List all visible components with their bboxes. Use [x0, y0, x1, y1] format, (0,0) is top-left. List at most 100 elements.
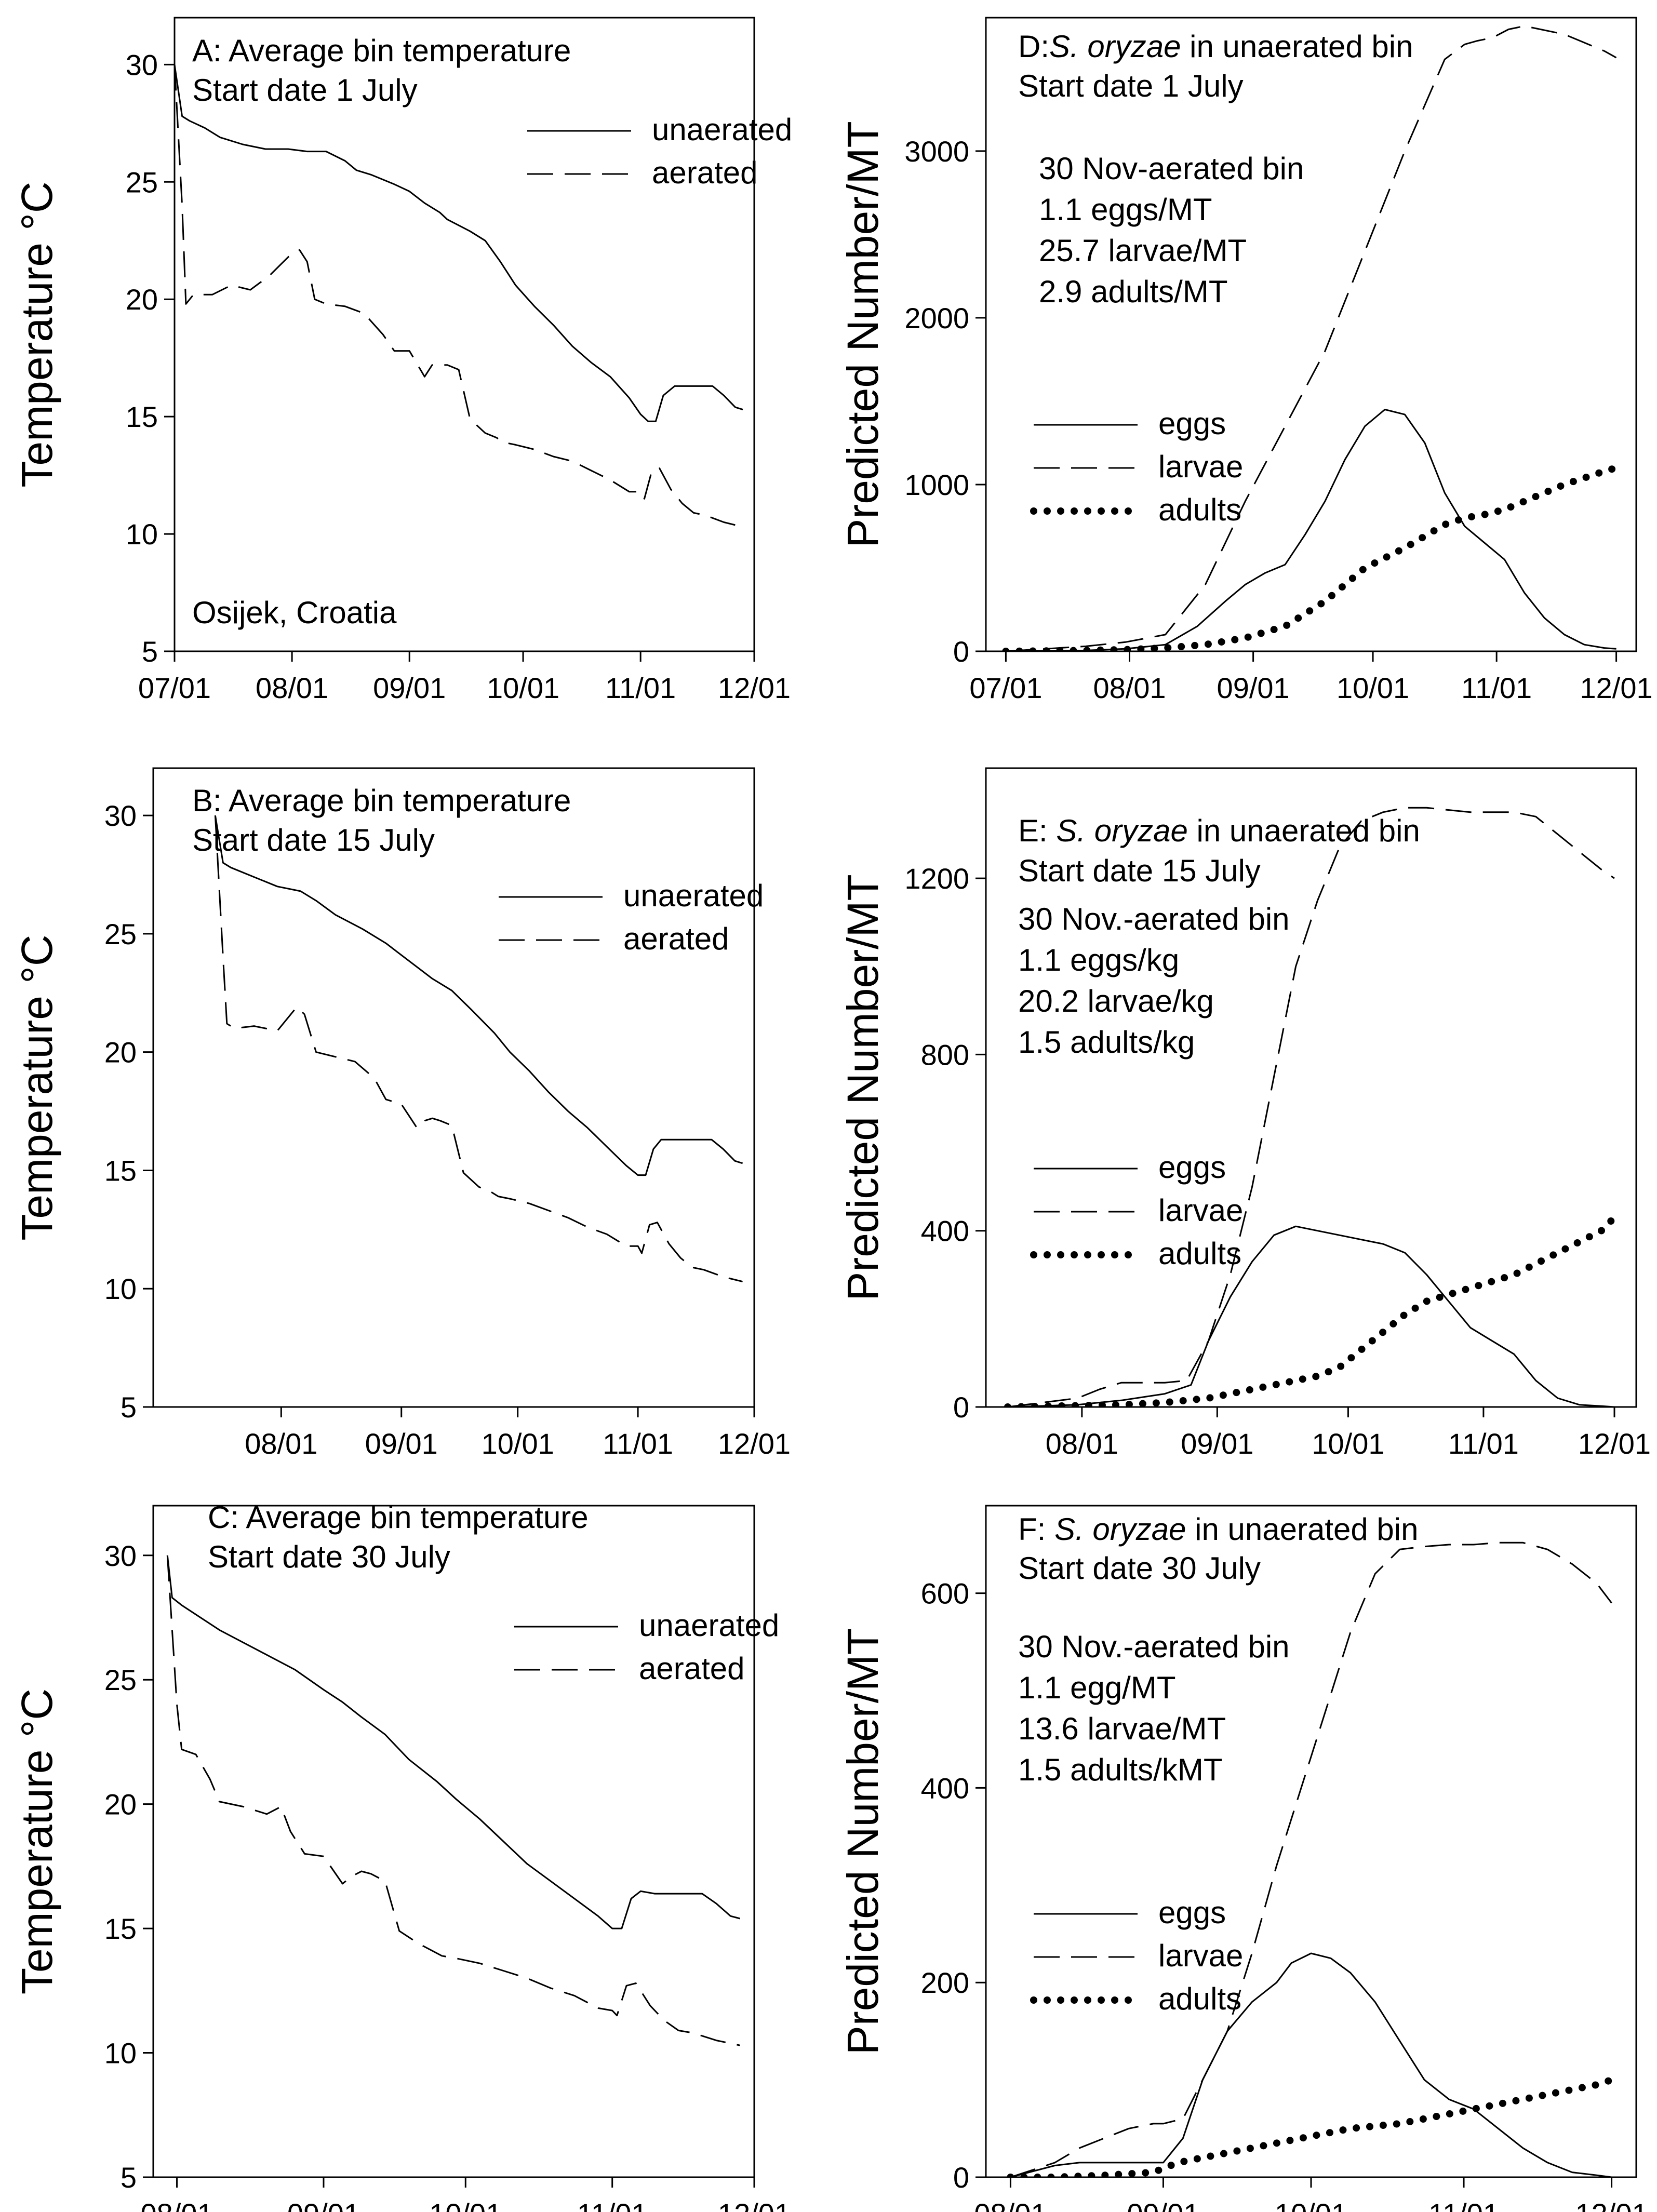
- panel-note: 13.6 larvae/MT: [1018, 1711, 1226, 1746]
- x-tick-label: 08/01: [1093, 672, 1166, 704]
- location-label: Osijek, Croatia: [192, 595, 397, 630]
- plot-frame: [152, 1505, 755, 2178]
- panel-note: 1.1 eggs/kg: [1018, 943, 1179, 977]
- y-tick-label: 3000: [904, 135, 969, 168]
- legend-label-larvae: larvae: [1158, 1193, 1243, 1228]
- series-unaerated: [166, 1555, 741, 1929]
- legend-label-aerated: aerated: [623, 921, 729, 956]
- panel-note: 30 Nov-aerated bin: [1039, 151, 1304, 186]
- x-tick-label: 10/01: [429, 2197, 502, 2212]
- legend: eggs larvae adults: [1030, 1895, 1243, 2016]
- y-tick-label: 0: [953, 635, 969, 668]
- panel-b: 5 10 15 20 25 30 08/01 09/01 10/01 11/01 12/01 Temp…: [12, 767, 791, 1460]
- panel-subtitle: Start date 30 July: [1018, 1551, 1261, 1586]
- legend-label-aerated: aerated: [652, 155, 758, 190]
- series-unaerated: [175, 64, 743, 422]
- x-tick-label: 12/01: [718, 2197, 791, 2212]
- series-adults: [1004, 1214, 1618, 1407]
- y-tick-label: 400: [921, 1772, 969, 1804]
- x-tick-label: 10/01: [1337, 672, 1409, 704]
- legend-label-eggs: eggs: [1158, 1895, 1226, 1930]
- legend-label-unaerated: unaerated: [639, 1608, 779, 1643]
- y-tick-label: 15: [126, 400, 158, 433]
- series-larvae: [1010, 1541, 1612, 2177]
- legend: unaerated aerated: [499, 878, 764, 956]
- y-axis-title: Temperature °C: [12, 181, 61, 487]
- y-tick-label: 5: [142, 635, 158, 668]
- series-larvae: [1007, 807, 1615, 1407]
- legend-label-adults: adults: [1158, 492, 1241, 527]
- x-tick-label: 10/01: [1275, 2197, 1347, 2212]
- y-axis-title: Predicted Number/MT: [838, 1628, 887, 2055]
- legend-label-eggs: eggs: [1158, 1150, 1226, 1185]
- y-tick-label: 20: [104, 1788, 137, 1821]
- panel-note: 30 Nov.-aerated bin: [1018, 1629, 1290, 1664]
- y-tick-label: 15: [104, 1154, 137, 1187]
- x-tick-label: 08/01: [256, 672, 328, 704]
- x-tick-label: 08/01: [140, 2197, 213, 2212]
- series-adults: [1007, 2076, 1615, 2177]
- y-tick-label: 10: [104, 2037, 137, 2070]
- y-tick-label: 15: [104, 1912, 137, 1945]
- series-aerated: [175, 64, 743, 528]
- panel-note: 1.5 adults/kMT: [1018, 1752, 1223, 1787]
- x-tick-label: 11/01: [605, 672, 676, 704]
- panel-note: 1.1 egg/MT: [1018, 1670, 1176, 1705]
- panel-title: C: Average bin temperature: [208, 1500, 589, 1535]
- y-tick-label: 1000: [904, 468, 969, 501]
- y-tick-label: 30: [104, 1539, 137, 1572]
- y-axis-title: Predicted Number/MT: [838, 874, 887, 1301]
- series-larvae: [1006, 25, 1617, 651]
- y-tick-label: 20: [104, 1036, 137, 1069]
- y-tick-label: 800: [921, 1038, 969, 1071]
- legend: unaerated aerated: [527, 112, 792, 190]
- legend-label-larvae: larvae: [1158, 449, 1243, 484]
- series-eggs: [1007, 1225, 1615, 1407]
- legend-label-adults: adults: [1158, 1236, 1241, 1271]
- panel-f: 0 200 400 600 08/01 09/01 10/01 11/01 12/01 Predi…: [838, 1505, 1648, 2212]
- y-tick-label: 25: [104, 918, 137, 950]
- x-tick-label: 10/01: [1312, 1427, 1384, 1460]
- panel-note: 1.5 adults/kg: [1018, 1025, 1195, 1060]
- legend-label-adults: adults: [1158, 1981, 1241, 2016]
- panel-subtitle: Start date 15 July: [192, 823, 435, 857]
- y-tick-label: 200: [921, 1966, 969, 1999]
- panel-subtitle: Start date 1 July: [1018, 69, 1244, 103]
- y-tick-label: 30: [126, 48, 158, 81]
- plot-frame: [985, 17, 1637, 652]
- x-tick-label: 09/01: [1181, 1427, 1253, 1460]
- legend: eggs larvae adults: [1030, 1150, 1243, 1271]
- panel-e: 0 400 800 1200 08/01 09/01 10/01 11/01 12/01 Pred…: [838, 767, 1651, 1460]
- panel-title: B: Average bin temperature: [192, 783, 571, 818]
- series-eggs: [1010, 1952, 1612, 2177]
- y-tick-label: 25: [126, 166, 158, 198]
- panel-subtitle: Start date 1 July: [192, 73, 418, 108]
- x-tick-label: 09/01: [373, 672, 446, 704]
- y-axis-title: Temperature °C: [12, 1688, 61, 1994]
- y-tick-label: 600: [921, 1577, 969, 1610]
- x-tick-label: 11/01: [1428, 2197, 1499, 2212]
- y-tick-label: 20: [126, 283, 158, 316]
- x-tick-label: 12/01: [1575, 2197, 1648, 2212]
- legend-label-larvae: larvae: [1158, 1938, 1243, 1973]
- x-tick-label: 11/01: [603, 1427, 673, 1460]
- legend: eggs larvae adults: [1030, 406, 1243, 527]
- y-tick-label: 30: [104, 799, 137, 832]
- panel-subtitle: Start date 30 July: [208, 1539, 450, 1574]
- panel-note: 20.2 larvae/kg: [1018, 984, 1214, 1018]
- x-tick-label: 09/01: [365, 1427, 438, 1460]
- panel-subtitle: Start date 15 July: [1018, 853, 1261, 888]
- x-tick-label: 11/01: [577, 2197, 648, 2212]
- x-tick-label: 07/01: [138, 672, 211, 704]
- x-tick-label: 08/01: [974, 2197, 1047, 2212]
- x-tick-label: 09/01: [1217, 672, 1290, 704]
- series-unaerated: [214, 815, 743, 1176]
- plot-frame: [173, 17, 755, 652]
- panel-note: 30 Nov.-aerated bin: [1018, 902, 1290, 936]
- legend-label-unaerated: unaerated: [652, 112, 792, 147]
- panel-note: 1.1 eggs/MT: [1039, 192, 1212, 227]
- plot-frame: [985, 767, 1637, 1408]
- x-tick-label: 09/01: [287, 2197, 360, 2212]
- y-tick-label: 1200: [904, 862, 969, 895]
- series-adults: [1002, 464, 1620, 651]
